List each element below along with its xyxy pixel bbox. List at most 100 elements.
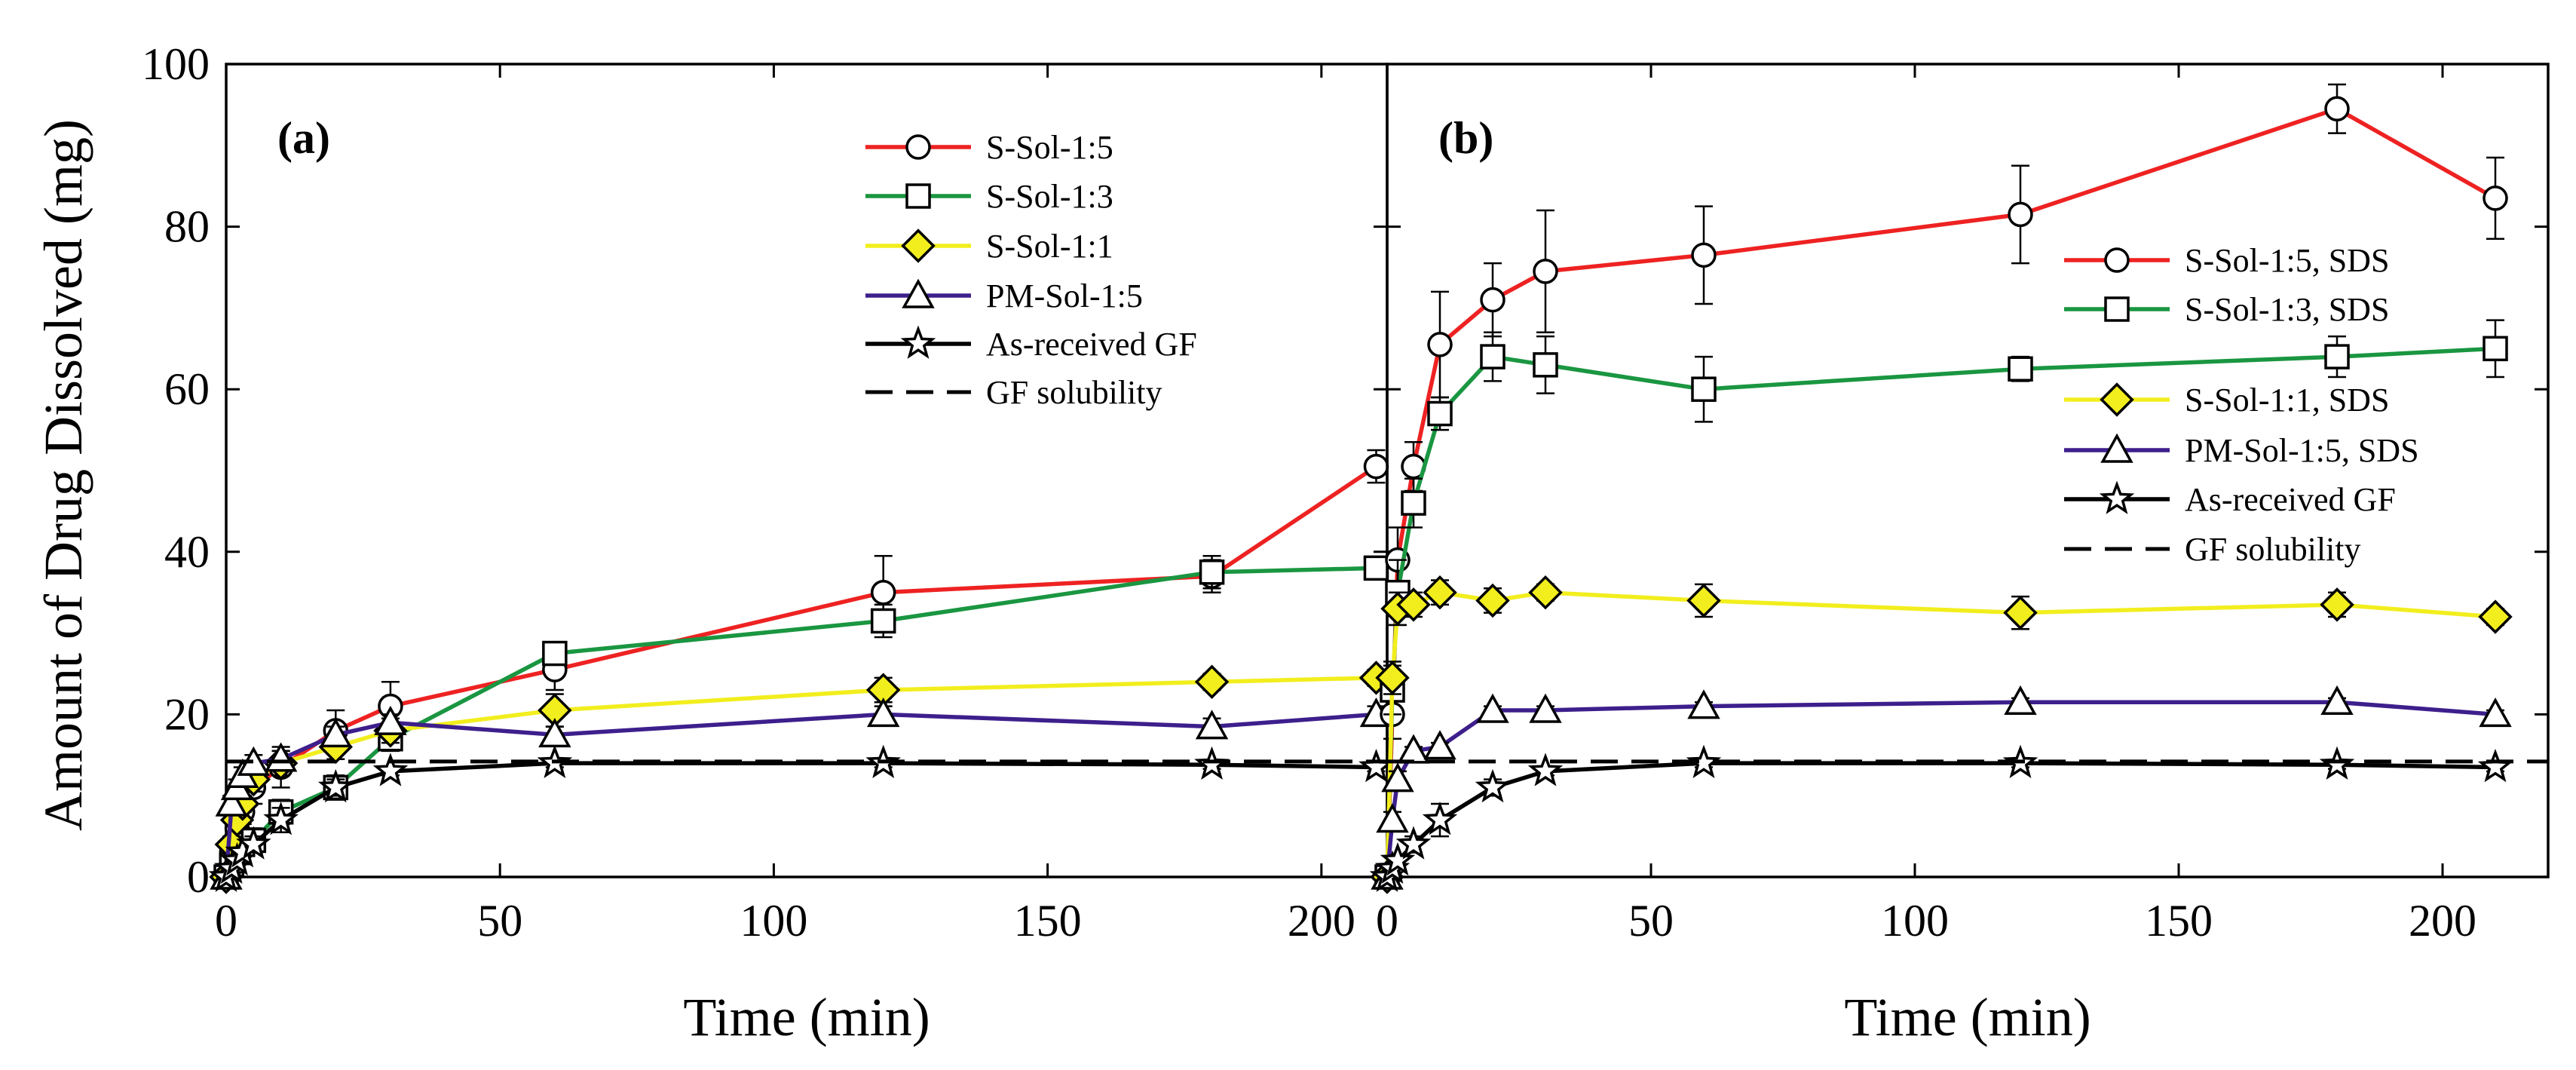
- x-tick-label: 200: [2409, 896, 2476, 946]
- x-tick-label: 100: [1881, 896, 1949, 946]
- data-point: [2477, 749, 2513, 783]
- legend-label: PM-Sol-1:5: [986, 277, 1143, 314]
- x-tick-label: 200: [1288, 896, 1355, 946]
- legend-label: S-Sol-1:5, SDS: [2185, 242, 2389, 279]
- data-point: [2003, 595, 2038, 630]
- x-tick-label: 50: [477, 896, 522, 946]
- data-point: [1533, 259, 1558, 284]
- legend-marker: [2099, 480, 2135, 514]
- data-point: [870, 579, 896, 606]
- data-point: [215, 786, 248, 817]
- legend-entry-s-sol-1-5-sds: S-Sol-1:5, SDS: [2064, 242, 2389, 279]
- legend-label: GF solubility: [986, 374, 1162, 411]
- data-point: [372, 753, 409, 786]
- data-point: [1527, 753, 1564, 786]
- data-point: [1480, 287, 1505, 313]
- data-point: [1363, 555, 1389, 581]
- legend-entry-pm-sol-1-5-sds: PM-Sol-1:5, SDS: [2064, 432, 2419, 469]
- legend-label: S-Sol-1:3: [986, 178, 1113, 215]
- series-as-received-gf: [1369, 744, 2513, 892]
- data-point: [2008, 356, 2033, 382]
- legend-marker: [902, 278, 935, 308]
- legend: S-Sol-1:5 S-Sol-1:3 S-Sol-1:1 PM-Sol-1:5 As-…: [865, 129, 1197, 411]
- legend-marker: [2100, 382, 2134, 417]
- data-point: [1363, 453, 1389, 480]
- legend-entry-as-received-gf: As-received GF: [2064, 480, 2396, 518]
- y-tick-label: 0: [187, 852, 210, 902]
- x-axis-title: Time (min): [1844, 987, 2091, 1047]
- series-group: [208, 449, 1394, 894]
- data-point: [1195, 710, 1229, 740]
- data-point: [1686, 744, 1722, 778]
- legend-marker: [901, 228, 936, 263]
- y-axis-title: Amount of Drug Dissolved (mg): [33, 119, 93, 831]
- data-point: [1475, 768, 1511, 803]
- series-pm-sol-1-5: [210, 697, 1393, 890]
- panel-label: (a): [277, 113, 330, 163]
- x-tick-label: 0: [1376, 896, 1398, 946]
- series-as-received-gf: [208, 744, 1394, 892]
- data-point: [1375, 661, 1410, 695]
- y-tick-label: 60: [164, 364, 210, 414]
- legend-entry-pm-sol-1-5: PM-Sol-1:5: [865, 277, 1143, 314]
- legend-entry-s-sol-1-3: S-Sol-1:3: [865, 178, 1113, 215]
- data-point: [1528, 575, 1563, 610]
- legend-marker: [2104, 296, 2130, 322]
- series-group: [1369, 83, 2548, 894]
- y-tick-label: 80: [164, 202, 210, 252]
- x-tick-label: 150: [2145, 896, 2213, 946]
- data-point: [542, 640, 568, 667]
- series-line: [224, 464, 1378, 878]
- data-point: [1691, 376, 1717, 402]
- y-tick-label: 40: [164, 527, 210, 577]
- legend-marker: [2100, 433, 2133, 463]
- data-point: [263, 802, 299, 835]
- legend-label: As-received GF: [2185, 481, 2396, 518]
- data-point: [1423, 730, 1456, 760]
- data-point: [2004, 685, 2037, 715]
- data-point: [1427, 332, 1453, 357]
- y-tick-label: 100: [142, 39, 210, 89]
- data-point: [1395, 826, 1432, 860]
- data-point: [866, 697, 900, 728]
- data-point: [1529, 693, 1562, 723]
- panel-b: 0 50 100 150 200 Time (min) (b) S-Sol-1:5, SDS S…: [1369, 63, 2550, 1047]
- data-point: [1691, 242, 1717, 268]
- panel-label: (b): [1438, 113, 1493, 163]
- x-tick-label: 100: [740, 896, 807, 946]
- series-pm-sol-1-5-sds: [1371, 685, 2512, 890]
- data-point: [2324, 344, 2350, 369]
- data-point: [1380, 842, 1416, 876]
- legend-entry-s-sol-1-1-sds: S-Sol-1:1, SDS: [2064, 382, 2389, 418]
- data-point: [1686, 583, 1721, 618]
- legend-entry-s-sol-1-3-sds: S-Sol-1:3, SDS: [2064, 291, 2389, 328]
- series-line: [1385, 700, 2496, 878]
- legend-label: S-Sol-1:1, SDS: [2185, 382, 2389, 418]
- data-point: [236, 826, 271, 860]
- legend-entry-gf-solubility: GF solubility: [865, 374, 1162, 411]
- x-tick-label: 50: [1628, 896, 1674, 946]
- data-point: [374, 705, 407, 735]
- data-point: [2320, 587, 2354, 622]
- data-point: [1422, 801, 1458, 835]
- data-point: [319, 717, 353, 748]
- legend-label: S-Sol-1:3, SDS: [2185, 291, 2389, 328]
- data-point: [870, 608, 896, 634]
- legend-entry-gf-solubility: GF solubility: [2064, 531, 2361, 568]
- legend-entry-s-sol-1-5: S-Sol-1:5: [865, 129, 1113, 166]
- legend-label: PM-Sol-1:5, SDS: [2185, 432, 2419, 469]
- legend-marker: [905, 183, 931, 209]
- data-point: [2320, 685, 2354, 715]
- data-point: [1194, 664, 1230, 700]
- legend-label: S-Sol-1:5: [986, 129, 1113, 166]
- data-point: [1687, 689, 1720, 719]
- legend-marker: [905, 134, 931, 160]
- data-point: [2483, 185, 2508, 211]
- data-point: [1396, 587, 1431, 622]
- x-axis-title: Time (min): [683, 987, 930, 1047]
- data-point: [2324, 96, 2350, 122]
- panel-a: 0 50 100 150 200 0 20 40 60 80 100 Time (min) (a) S-S…: [142, 39, 1394, 1047]
- data-point: [2478, 599, 2513, 634]
- data-point: [2008, 201, 2033, 228]
- legend-label: As-received GF: [986, 326, 1197, 363]
